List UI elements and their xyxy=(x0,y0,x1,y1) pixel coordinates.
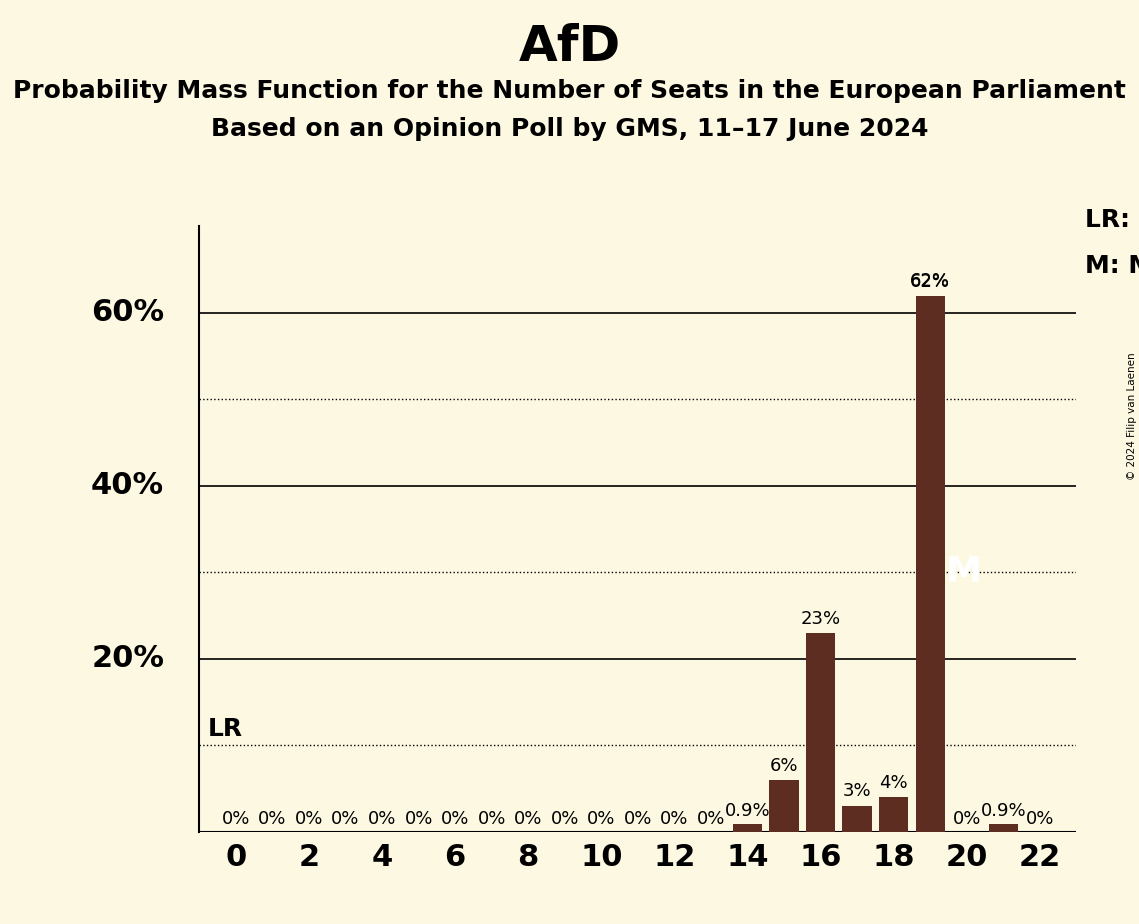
Text: 0%: 0% xyxy=(587,810,615,828)
Bar xyxy=(843,806,871,832)
Text: M: Median: M: Median xyxy=(1085,253,1139,277)
Text: LR: Last Result: LR: Last Result xyxy=(1085,208,1139,232)
Text: 0%: 0% xyxy=(259,810,287,828)
Text: 0.9%: 0.9% xyxy=(724,802,770,821)
Text: 0%: 0% xyxy=(550,810,579,828)
Bar xyxy=(989,824,1018,832)
Text: AfD: AfD xyxy=(518,23,621,71)
Text: 0%: 0% xyxy=(1025,810,1054,828)
Text: 60%: 60% xyxy=(91,298,164,327)
Text: LR: LR xyxy=(208,717,244,741)
Text: 0%: 0% xyxy=(697,810,726,828)
Text: 0%: 0% xyxy=(441,810,469,828)
Bar xyxy=(769,780,798,832)
Text: 0%: 0% xyxy=(952,810,981,828)
Text: 6%: 6% xyxy=(770,757,798,774)
Bar xyxy=(916,296,945,832)
Text: 20%: 20% xyxy=(91,644,164,674)
Text: Based on an Opinion Poll by GMS, 11–17 June 2024: Based on an Opinion Poll by GMS, 11–17 J… xyxy=(211,117,928,141)
Text: 0%: 0% xyxy=(295,810,323,828)
Text: 0%: 0% xyxy=(368,810,396,828)
Text: 0%: 0% xyxy=(404,810,433,828)
Text: 0%: 0% xyxy=(624,810,652,828)
Text: 0%: 0% xyxy=(331,810,360,828)
Text: 23%: 23% xyxy=(801,610,841,627)
Bar xyxy=(732,824,762,832)
Text: © 2024 Filip van Laenen: © 2024 Filip van Laenen xyxy=(1126,352,1137,480)
Text: 4%: 4% xyxy=(879,773,908,792)
Text: 0%: 0% xyxy=(661,810,689,828)
Text: Probability Mass Function for the Number of Seats in the European Parliament: Probability Mass Function for the Number… xyxy=(13,79,1126,103)
Text: 40%: 40% xyxy=(91,471,164,500)
Text: 0%: 0% xyxy=(222,810,251,828)
Text: 0%: 0% xyxy=(514,810,542,828)
Bar xyxy=(879,797,908,832)
Text: 0.9%: 0.9% xyxy=(981,802,1026,821)
Text: 62%: 62% xyxy=(910,274,950,291)
Text: M: M xyxy=(945,555,982,590)
Text: 3%: 3% xyxy=(843,783,871,800)
Text: 62%: 62% xyxy=(910,273,950,290)
Bar xyxy=(806,633,835,832)
Text: 0%: 0% xyxy=(477,810,506,828)
